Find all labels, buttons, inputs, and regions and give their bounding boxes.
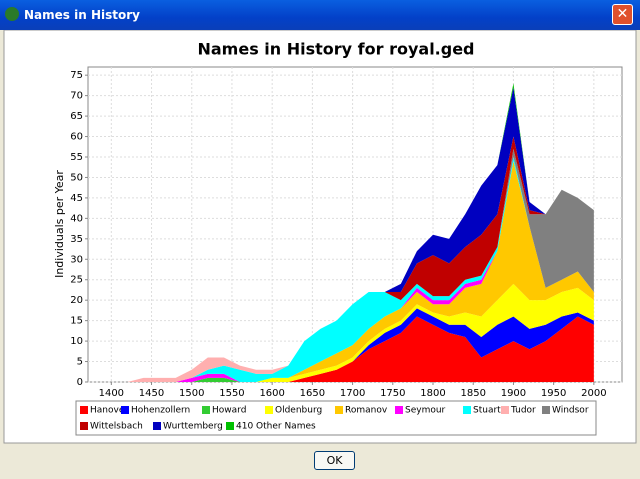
- x-tick-label: 1850: [460, 388, 485, 399]
- area: [127, 308, 594, 382]
- y-tick-label: 30: [70, 254, 83, 265]
- y-tick-label: 75: [70, 70, 83, 81]
- legend-label: 410 Other Names: [236, 422, 316, 432]
- legend-label: Tudor: [510, 406, 536, 416]
- legend-swatch: [463, 406, 471, 414]
- window-title: Names in History: [24, 8, 140, 22]
- x-tick-label: 1450: [139, 388, 164, 399]
- y-tick-label: 0: [77, 377, 83, 388]
- y-tick-label: 25: [70, 275, 83, 286]
- legend-swatch: [153, 422, 161, 430]
- chart-title: Names in History for royal.ged: [197, 40, 474, 59]
- y-tick-label: 55: [70, 152, 83, 163]
- title-bar: Names in History ✕: [0, 0, 640, 30]
- legend-label: Wittelsbach: [90, 422, 143, 432]
- y-tick-label: 45: [70, 193, 83, 204]
- legend-swatch: [80, 406, 88, 414]
- legend-label: Seymour: [405, 406, 446, 416]
- legend-label: Wurttemberg: [163, 422, 223, 432]
- legend-swatch: [226, 422, 234, 430]
- area: [127, 316, 594, 382]
- legend-swatch: [542, 406, 550, 414]
- y-axis-label: Individuals per Year: [53, 170, 66, 278]
- x-tick-label: 1750: [380, 388, 405, 399]
- legend-swatch: [265, 406, 273, 414]
- chart: Names in History for royal.ged Individua…: [3, 30, 637, 444]
- y-tick-label: 65: [70, 111, 83, 122]
- x-tick-label: 1700: [340, 388, 365, 399]
- legend-label: Stuart: [473, 406, 501, 416]
- legend-label: Romanov: [345, 406, 388, 416]
- legend-swatch: [202, 406, 210, 414]
- x-tick-label: 1500: [179, 388, 204, 399]
- y-tick-label: 70: [70, 91, 83, 102]
- y-tick-label: 40: [70, 213, 83, 224]
- y-tick-label: 15: [70, 316, 83, 327]
- legend-label: Howard: [212, 406, 246, 416]
- area: [127, 157, 594, 382]
- legend-label: Windsor: [552, 406, 589, 416]
- x-tick-label: 1550: [219, 388, 244, 399]
- y-tick-label: 5: [77, 357, 83, 368]
- legend-label: Hohenzollern: [131, 406, 190, 416]
- x-tick-label: 1600: [259, 388, 284, 399]
- y-tick-label: 10: [70, 336, 83, 347]
- y-tick-label: 60: [70, 132, 83, 143]
- app-icon: [5, 7, 19, 21]
- x-tick-label: 1650: [300, 388, 325, 399]
- x-tick-label: 1400: [99, 388, 124, 399]
- x-tick-label: 2000: [581, 388, 606, 399]
- ok-button[interactable]: OK: [314, 451, 355, 470]
- x-tick-label: 1900: [501, 388, 526, 399]
- legend-swatch: [335, 406, 343, 414]
- legend-swatch: [80, 422, 88, 430]
- legend-swatch: [501, 406, 509, 414]
- y-tick-label: 50: [70, 172, 83, 183]
- y-tick-label: 35: [70, 234, 83, 245]
- close-button[interactable]: ✕: [612, 4, 633, 25]
- x-tick-label: 1800: [420, 388, 445, 399]
- legend-swatch: [395, 406, 403, 414]
- x-tick-label: 1950: [541, 388, 566, 399]
- y-tick-label: 20: [70, 295, 83, 306]
- legend-label: Oldenburg: [275, 406, 322, 416]
- area: [127, 161, 594, 382]
- legend-label: Hanover: [90, 406, 128, 416]
- legend-swatch: [121, 406, 129, 414]
